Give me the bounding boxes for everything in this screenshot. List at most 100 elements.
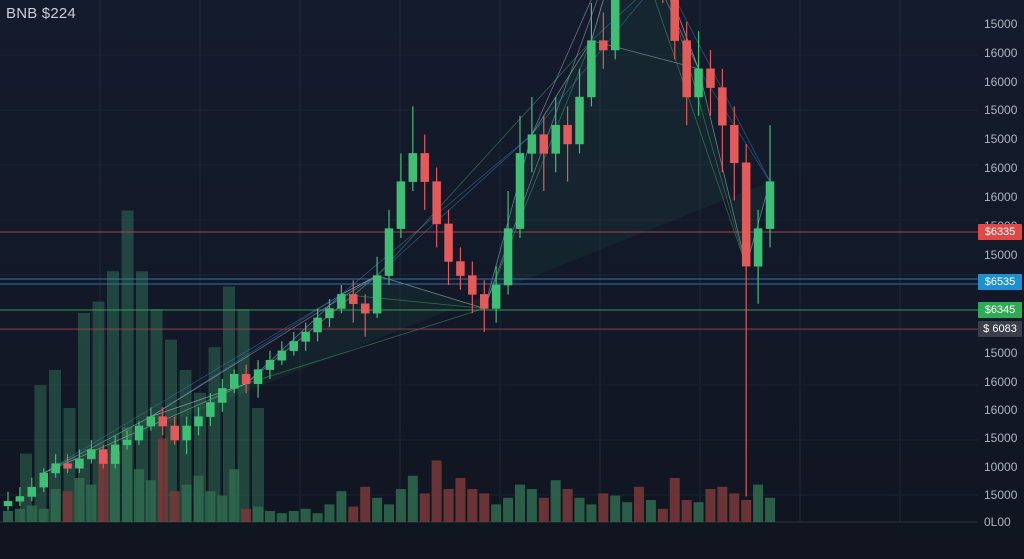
price-level-tag[interactable]: $6335 [978, 224, 1022, 240]
price-level-tag[interactable]: $ 6083 [978, 321, 1022, 337]
candle-body [289, 341, 298, 352]
candle-body [253, 369, 263, 384]
background-volume-bar [208, 347, 221, 522]
volume-bar [38, 508, 49, 522]
volume-bar [3, 511, 13, 522]
candle-body [27, 486, 37, 497]
volume-bar [669, 478, 680, 522]
volume-bar [765, 497, 775, 522]
candle-body [682, 40, 691, 98]
background-volume-bar [78, 313, 90, 522]
trend-line [675, 0, 771, 182]
trend-line [531, 0, 592, 135]
candle-body [182, 425, 191, 441]
price-tick-label: 0L00 [984, 515, 1011, 529]
candle-body [229, 374, 239, 389]
volume-bar [574, 497, 585, 522]
candle-body [741, 162, 751, 267]
volume-bar [14, 508, 25, 522]
candle-body [277, 350, 287, 361]
volume-bar [622, 502, 633, 522]
candle-body [301, 331, 310, 342]
candle-body [706, 68, 715, 88]
candle-body [63, 463, 72, 469]
volume-bar [491, 504, 502, 522]
candle-body [39, 472, 48, 488]
price-tick-label: 15000 [984, 346, 1018, 360]
price-tick-label: 16000 [984, 46, 1018, 60]
price-axis[interactable]: 15000 16000 16000 15000 15000 16000 16000 15000… [978, 0, 1024, 559]
candlestick-chart[interactable] [0, 0, 978, 559]
candle-body [337, 294, 346, 309]
candle-body [396, 181, 406, 229]
candle-body [122, 439, 132, 446]
candle-body [158, 416, 168, 427]
volume-bar [312, 513, 323, 522]
volume-bar [610, 495, 621, 522]
candle-body [491, 284, 501, 309]
volume-bar [62, 491, 73, 522]
candle-body [575, 96, 584, 145]
volume-bar [324, 504, 335, 522]
price-tick-label: 16000 [984, 161, 1018, 175]
trend-line [43, 383, 247, 474]
candle-body [3, 500, 13, 507]
price-tick-label: 15000 [984, 103, 1018, 117]
candle-body [194, 416, 203, 427]
volume-bar [26, 505, 37, 522]
background-volume-bar [179, 370, 192, 522]
volume-bar [384, 504, 394, 522]
candle-body [718, 87, 727, 126]
volume-bar [431, 460, 442, 522]
candle-body [730, 124, 739, 164]
volume-bar [169, 491, 180, 522]
volume-bar [205, 491, 216, 522]
candle-body [15, 496, 25, 502]
price-tick-label: 15000 [984, 488, 1018, 502]
trend-line [43, 294, 342, 474]
price-tick-label: 16000 [984, 75, 1018, 89]
candle-body [87, 449, 96, 460]
volume-bar [86, 484, 97, 522]
volume-bar [514, 484, 525, 522]
candle-body [610, 0, 620, 51]
price-level-tag[interactable]: $6345 [978, 302, 1022, 318]
candle-body [563, 124, 572, 145]
volume-bar [217, 495, 228, 522]
candle-body [313, 317, 322, 333]
background-volume-bar [252, 408, 264, 522]
volume-bar [729, 493, 740, 522]
volume-bar [598, 493, 609, 522]
volume-bar [157, 438, 168, 522]
candle-body [599, 40, 608, 51]
volume-bar [229, 469, 240, 522]
candle-body [670, 0, 679, 41]
candle-body [265, 359, 275, 370]
volume-bar [395, 489, 406, 522]
price-level-tag[interactable]: $6535 [978, 274, 1022, 290]
candle-body [444, 223, 453, 262]
candle-body [360, 303, 370, 314]
candle-body [218, 388, 227, 403]
background-volume-bar [20, 453, 32, 522]
volume-bar [455, 478, 466, 522]
candle-body [765, 181, 775, 229]
volume-bar [50, 489, 61, 522]
trend-line [531, 0, 643, 135]
trend-line [150, 294, 342, 417]
candle-body [206, 402, 215, 417]
candle-body [468, 275, 477, 295]
volume-bar [122, 427, 133, 522]
candle-body [349, 294, 358, 305]
trend-line [376, 134, 533, 276]
volume-bar [193, 475, 204, 522]
volume-bar [741, 500, 752, 522]
candle-body [527, 134, 537, 154]
trend-line [246, 308, 485, 385]
volume-bar [538, 497, 549, 522]
volume-bar [133, 469, 144, 522]
volume-bar [657, 508, 668, 522]
candle-body [753, 228, 763, 267]
volume-bar [253, 506, 264, 522]
